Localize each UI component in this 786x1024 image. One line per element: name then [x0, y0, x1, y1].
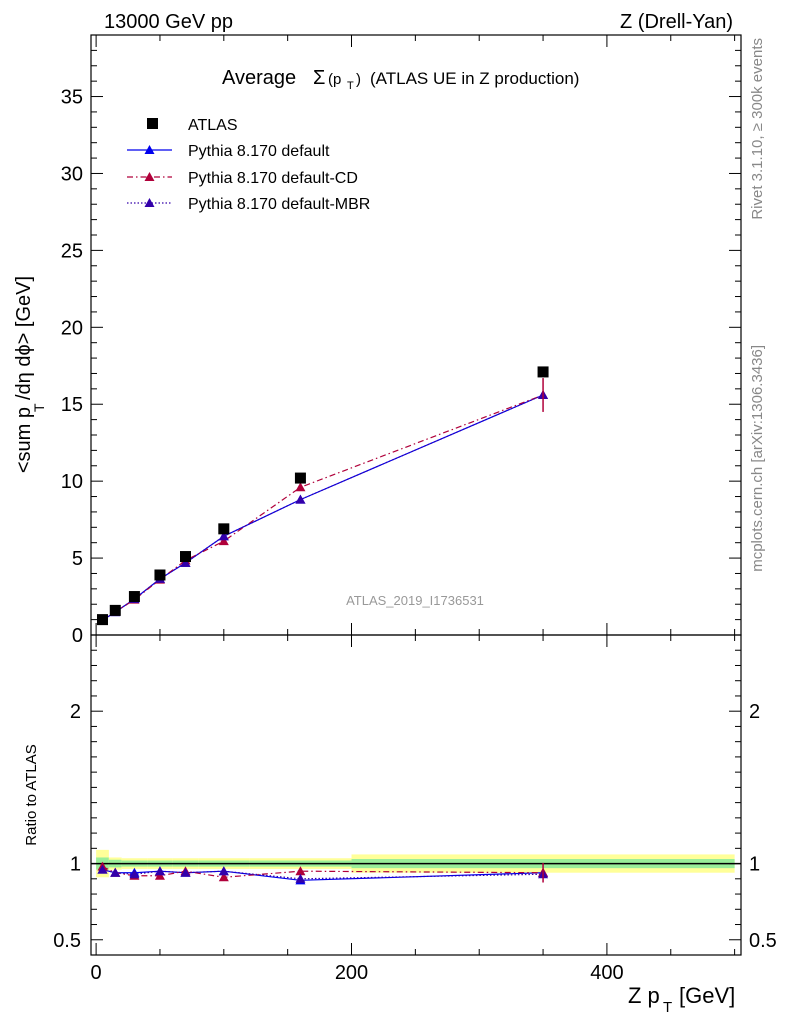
legend-marker-cd [144, 172, 155, 181]
series-point-2 [218, 531, 229, 541]
main-ytick-label: 20 [61, 317, 83, 339]
x-axis-label: Z p T [GeV] [628, 983, 735, 1016]
data-point-atlas [294, 472, 306, 484]
ratio-point-1 [218, 872, 229, 882]
data-point-atlas [537, 366, 549, 378]
data-point-atlas [96, 614, 108, 626]
legend-label-cd: Pythia 8.170 default-CD [188, 170, 358, 187]
series-point-2 [295, 494, 306, 504]
title-prefix: Average [222, 67, 296, 89]
title-arg-sub: T [347, 80, 354, 92]
ratio-line-2 [102, 869, 544, 880]
chart-title: Average Σ (p T ) (ATLAS UE in Z producti… [222, 67, 579, 92]
title-arg-close: ) [356, 71, 361, 88]
main-ytick-label: 25 [61, 240, 83, 262]
mcplots-label: mcplots.cern.ch [arXiv:1306.3436] [749, 345, 766, 572]
data-point-atlas [179, 551, 191, 563]
series-point-1 [295, 482, 306, 492]
title-arg: (p [328, 71, 341, 88]
analysis-tag: ATLAS_2019_I1736531 [346, 593, 484, 608]
xlabel-sub: T [663, 999, 672, 1016]
legend-label-default: Pythia 8.170 default [188, 143, 330, 160]
series-point-1 [218, 536, 229, 546]
series-point-2 [180, 557, 191, 567]
ratio-point-1 [154, 870, 165, 880]
main-ytick-label: 35 [61, 87, 83, 109]
title-suffix: (ATLAS UE in Z production) [370, 69, 579, 88]
ratio-point-2 [97, 864, 108, 874]
ylabel-part2: /dη dϕ> [GeV] [13, 276, 35, 400]
ratio-point-2 [218, 866, 229, 876]
data-point-atlas [154, 569, 166, 581]
ratio-ytick-label: 2 [70, 701, 81, 723]
ratio-ytick-label-right: 2 [749, 701, 760, 723]
data-point-atlas [218, 523, 230, 535]
ratio-point-2 [180, 867, 191, 877]
y-axis-label: <sum p T /dη dϕ> [GeV] [13, 276, 47, 473]
data-point-atlas [109, 604, 121, 616]
ratio-ytick-label: 0.5 [53, 930, 81, 952]
ratio-ytick-label-right: 0.5 [749, 930, 777, 952]
xlabel-main: Z p [628, 983, 660, 1008]
xtick-label: 0 [91, 962, 102, 984]
ratio-point-2 [295, 873, 306, 883]
ylabel-part1: <sum p [13, 407, 35, 473]
series-line-1 [102, 394, 544, 621]
rivet-label: Rivet 3.1.10, ≥ 300k events [749, 38, 766, 220]
legend-label-atlas: ATLAS [188, 117, 238, 134]
ratio-y-axis-label: Ratio to ATLAS [23, 744, 40, 845]
ratio-ytick-label: 1 [70, 854, 81, 876]
main-ytick-label: 15 [61, 394, 83, 416]
title-sigma: Σ [313, 67, 325, 89]
main-ytick-label: 5 [72, 548, 83, 570]
header-right: Z (Drell-Yan) [620, 11, 733, 33]
ratio-point-1 [295, 866, 306, 876]
data-point-atlas [128, 591, 140, 603]
main-ytick-label: 10 [61, 471, 83, 493]
xtick-label: 200 [335, 962, 368, 984]
legend-marker-mbr [144, 198, 155, 207]
ratio-point-2 [129, 869, 140, 879]
legend-marker-atlas [147, 118, 158, 129]
main-ytick-label: 30 [61, 163, 83, 185]
ratio-point-2 [110, 867, 121, 877]
legend-marker-default [144, 145, 155, 154]
series-line-0 [102, 394, 544, 621]
ratio-ytick-label-right: 1 [749, 854, 760, 876]
legend: ATLAS Pythia 8.170 default Pythia 8.170 … [127, 117, 370, 213]
header-left: 13000 GeV pp [104, 11, 233, 33]
ratio-point-2 [154, 866, 165, 876]
ratio-panel: 0.5 0.5 1 1 2 2 0 200 400 [53, 634, 777, 984]
ratio-frame [90, 634, 742, 956]
ratio-line-1 [102, 866, 544, 878]
main-ytick-label: 0 [72, 625, 83, 647]
legend-label-mbr: Pythia 8.170 default-MBR [188, 196, 370, 213]
main-panel: 0 5 10 15 20 25 30 35 [61, 34, 742, 647]
series-line-2 [102, 394, 544, 621]
xtick-label: 400 [590, 962, 623, 984]
ylabel-sub: T [31, 403, 47, 412]
xlabel-unit: [GeV] [679, 983, 735, 1008]
